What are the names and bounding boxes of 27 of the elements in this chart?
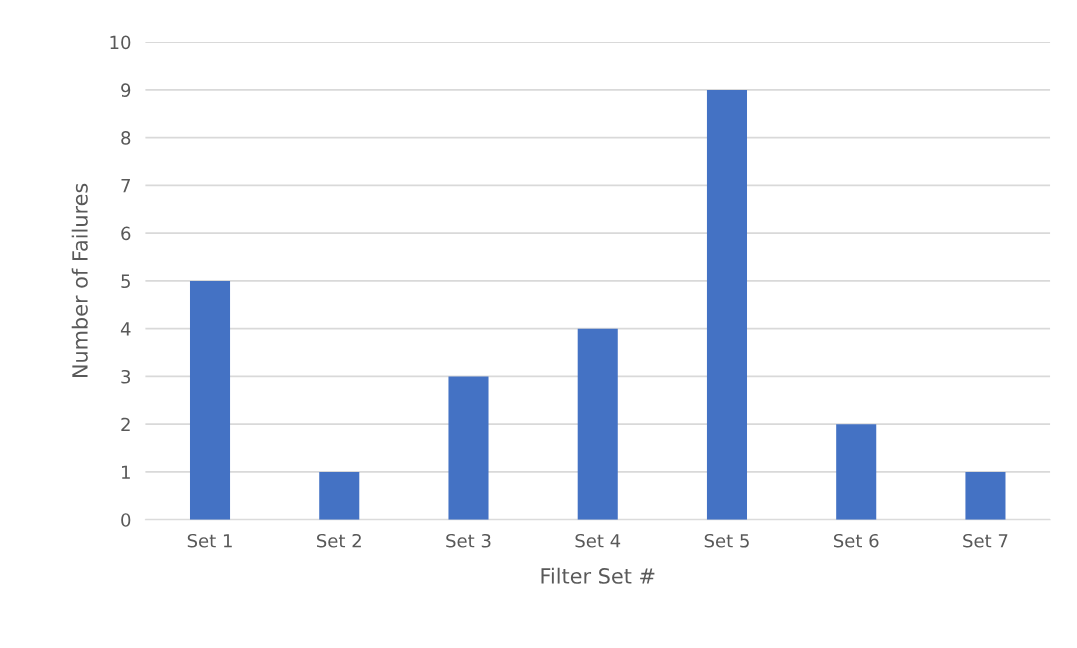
- bar: [706, 89, 748, 520]
- y-tick-label: 1: [122, 465, 130, 479]
- y-tick-label: 3: [121, 369, 131, 384]
- y-axis-title: Number of Failures: [71, 183, 88, 378]
- y-tick-label: 7: [121, 179, 130, 193]
- bar: [577, 328, 618, 520]
- y-tick-label: 10: [110, 35, 131, 50]
- bar: [965, 471, 1006, 520]
- x-axis-title: Filter Set #: [541, 567, 655, 584]
- y-tick-label: 0: [121, 513, 131, 527]
- y-tick-label: 9: [121, 83, 131, 97]
- y-tick-label: 2: [121, 417, 130, 432]
- bar: [836, 424, 877, 520]
- x-tick-label: Set 5: [704, 533, 749, 548]
- x-tick-label: Set 4: [575, 533, 621, 548]
- y-tick-label: 5: [121, 274, 130, 289]
- bar: [448, 376, 489, 520]
- y-tick-label: 4: [120, 322, 131, 336]
- x-tick-label: Set 6: [833, 533, 879, 548]
- y-tick-label: 6: [121, 226, 131, 241]
- x-tick-label: Set 3: [446, 533, 491, 548]
- x-tick-label: Set 2: [317, 533, 361, 548]
- x-tick-label: Set 1: [187, 533, 232, 548]
- bar: [189, 280, 231, 520]
- x-tick-label: Set 7: [963, 533, 1008, 548]
- bar: [319, 471, 360, 520]
- y-tick-label: 8: [121, 131, 131, 145]
